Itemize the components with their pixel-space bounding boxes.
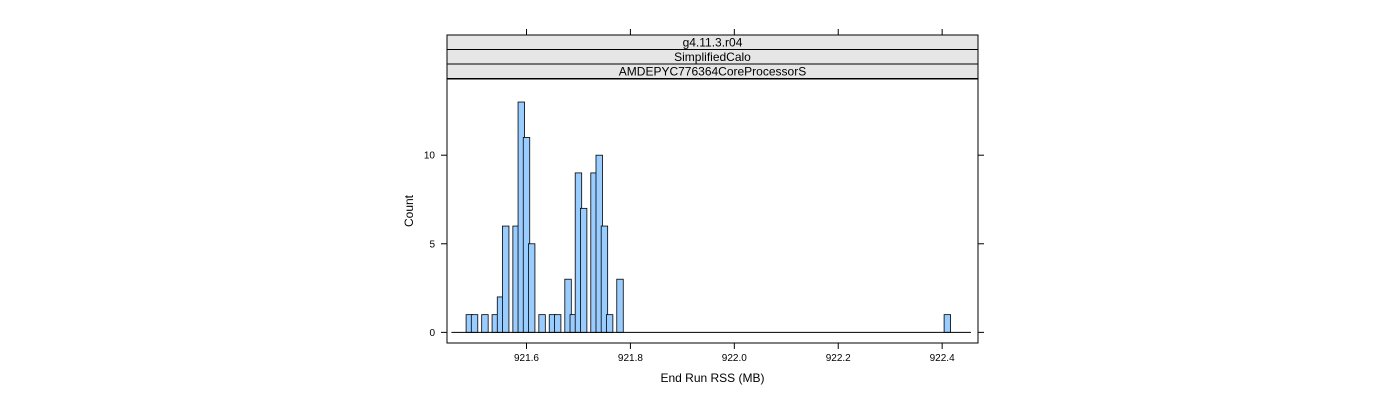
x-tick-label-4: 922.4: [930, 353, 955, 364]
strip-group: g4.11.3.r04 SimplifiedCalo AMDEPYC776364…: [446, 34, 979, 79]
strip-label-benchmark: SimplifiedCalo: [674, 50, 751, 64]
bars-group: [465, 101, 951, 333]
x-tick-label-0: 921.6: [514, 353, 539, 364]
x-axis: 921.6 921.8 922.0 922.2 922.4: [514, 29, 955, 364]
x-tick-label-1: 921.8: [618, 353, 643, 364]
histogram-bar-12: [554, 314, 562, 333]
strip-label-processor: AMDEPYC776364CoreProcessorS: [619, 64, 806, 78]
x-tick-label-2: 922.0: [722, 353, 747, 364]
x-tick-label-3: 922.2: [826, 353, 851, 364]
y-tick-label-1: 5: [429, 239, 435, 250]
histogram-bar-2: [481, 314, 489, 333]
histogram-bar-1: [470, 314, 479, 333]
plot-panel: [446, 78, 979, 344]
y-axis-label: Count: [402, 194, 416, 227]
histogram-bar-22: [943, 314, 951, 333]
histogram-bar-16: [580, 207, 588, 333]
histogram-bar-21: [616, 278, 624, 333]
histogram-bar-10: [538, 314, 546, 333]
histogram-bar-20: [605, 314, 614, 333]
x-axis-label: End Run RSS (MB): [660, 371, 764, 385]
strip-label-version: g4.11.3.r04: [683, 35, 743, 49]
histogram-bar-5: [502, 225, 510, 333]
y-tick-label-2: 10: [424, 151, 436, 162]
y-axis: 0 5 10: [424, 151, 984, 339]
y-tick-label-0: 0: [429, 328, 435, 339]
histogram-bar-9: [528, 243, 536, 333]
